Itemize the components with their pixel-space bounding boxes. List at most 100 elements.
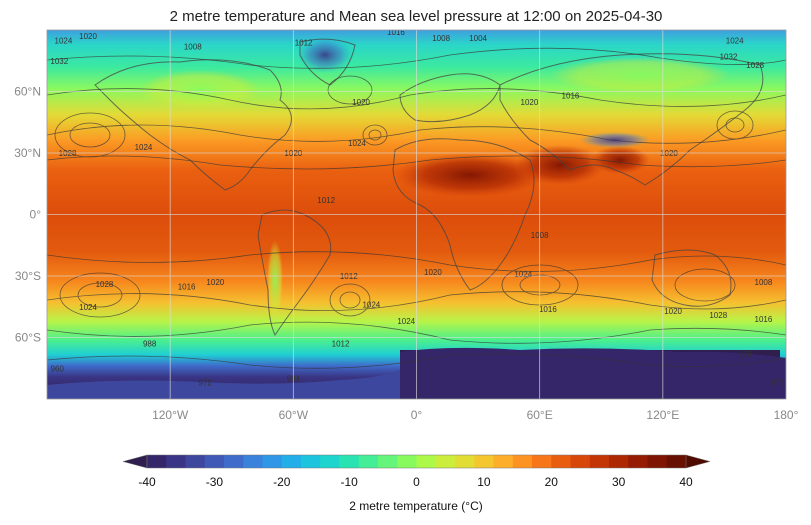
- isobar-label: 1024: [55, 36, 73, 45]
- isobar-label: 1016: [755, 315, 773, 324]
- antarctica-edge: [400, 347, 786, 399]
- colorbar-segment: [666, 455, 687, 468]
- longitude-tick-label: 60°E: [527, 408, 553, 422]
- colorbar-segment: [378, 455, 398, 468]
- colorbar-segment: [339, 455, 360, 468]
- colorbar-tick-label: -40: [138, 475, 156, 489]
- chart-title: 2 metre temperature and Mean sea level p…: [170, 8, 663, 25]
- colorbar-segment: [281, 455, 302, 468]
- isobar-label: 972: [771, 379, 785, 388]
- isobar-label: 1020: [206, 278, 224, 287]
- map-area: 1020 1024 1008 1012 1016 1008 1004 1024 1028 1032…: [47, 28, 786, 399]
- latitude-tick-label: 60°N: [14, 85, 41, 99]
- colorbar-tick-label: -30: [206, 475, 224, 489]
- colorbar-segment: [570, 455, 591, 468]
- colorbar-tick-label: 0: [413, 475, 420, 489]
- latitude-tick-label: 30°N: [14, 146, 41, 160]
- colorbar-segment: [301, 455, 321, 468]
- longitude-tick-labels: 120°W 60°W 0° 60°E 120°E 180°: [152, 408, 799, 422]
- greenland-coast: [299, 38, 356, 86]
- colorbar-segment: [609, 455, 629, 468]
- colorbar-segment: [262, 455, 283, 468]
- latitude-tick-label: 0°: [30, 208, 42, 222]
- colorbar-segment: [147, 455, 167, 468]
- colorbar-frame: [146, 454, 687, 469]
- isobar-label: 1024: [362, 301, 380, 310]
- isobar-label: 1016: [387, 28, 405, 37]
- colorbar-segment: [589, 455, 610, 468]
- isobar-label: 1016: [178, 282, 196, 291]
- colorbar-tick-label: 30: [612, 475, 626, 489]
- isobar-label: 1008: [432, 34, 450, 43]
- colorbar-segment: [224, 455, 244, 468]
- isobar-label: 988: [143, 340, 157, 349]
- isobar-label: 1032: [50, 57, 68, 66]
- longitude-tick-label: 60°W: [279, 408, 309, 422]
- isobar-label: 1028: [746, 61, 764, 70]
- sahara-hot-region: [395, 153, 545, 197]
- isobar-label: 1008: [184, 42, 202, 51]
- isobar-label: 1020: [424, 268, 442, 277]
- map-frame: [46, 29, 787, 400]
- longitude-tick-label: 120°E: [646, 408, 679, 422]
- siberia-cool-region: [550, 57, 730, 93]
- colorbar-tick-label: -20: [273, 475, 291, 489]
- colorbar-extend-min: [122, 454, 148, 469]
- isobar-label: 960: [51, 364, 65, 373]
- colorbar-segment: [628, 455, 648, 468]
- isobar-label: 1020: [664, 307, 682, 316]
- isobar-label: 1016: [539, 305, 557, 314]
- isobar-label: 976: [738, 350, 752, 359]
- isobar-label: 1020: [79, 32, 97, 41]
- colorbar-segment: [435, 455, 456, 468]
- colorbar-segment: [493, 455, 514, 468]
- isobar-label: 1032: [720, 53, 738, 62]
- colorbar-label: 2 metre temperature (°C): [349, 499, 483, 513]
- himalaya-cold-region: [580, 132, 650, 148]
- arabia-hot-region: [515, 145, 605, 185]
- isobar-label: 1028: [59, 149, 77, 158]
- isobar-label: 1004: [469, 34, 487, 43]
- graticule: [47, 30, 786, 399]
- colorbar-segment: [204, 455, 225, 468]
- isobar-label: 1020: [521, 98, 539, 107]
- australia-coast: [651, 249, 732, 307]
- colorbar-tick-label: 10: [477, 475, 491, 489]
- isobar-label: 1012: [340, 272, 358, 281]
- colorbar-segment: [416, 455, 437, 468]
- isobar-label: 1012: [295, 38, 313, 47]
- colorbar-segment: [320, 455, 340, 468]
- colorbar-tick-label: -10: [340, 475, 358, 489]
- isobar-label: 1008: [755, 278, 773, 287]
- isobar-label: 1028: [709, 311, 727, 320]
- isobar-label: 1024: [397, 317, 415, 326]
- africa-coast: [392, 138, 535, 291]
- colorbar: [122, 454, 711, 469]
- asia-coast: [499, 53, 764, 186]
- colorbar-segment: [166, 455, 186, 468]
- europe-coast: [399, 73, 501, 123]
- isobar-label: 1012: [332, 340, 350, 349]
- isobar-label: 1024: [348, 139, 366, 148]
- colorbar-tick-label: 20: [545, 475, 559, 489]
- south-america-coast: [257, 209, 332, 337]
- colorbar-tick-label: 40: [679, 475, 693, 489]
- colorbar-segment: [532, 455, 552, 468]
- colorbar-extend-max: [685, 454, 711, 469]
- colorbar-segment: [474, 455, 494, 468]
- isobar-label: 1028: [96, 280, 114, 289]
- colorbar-segment: [358, 455, 379, 468]
- colorbar-segment: [647, 455, 668, 468]
- isobar-label: 1020: [352, 98, 370, 107]
- isobar-label: 1020: [660, 149, 678, 158]
- isobar-label: 972: [198, 379, 212, 388]
- greenland-cold-region: [297, 37, 353, 73]
- colorbar-tick-labels: -40 -30 -20 -10 0 10 20 30 40: [138, 475, 693, 489]
- west-antarctica: [47, 370, 400, 399]
- andes-cool-region: [267, 240, 283, 320]
- colorbar-segment: [243, 455, 263, 468]
- isobar-label: 1024: [726, 36, 744, 45]
- isobar-label: 1024: [514, 270, 532, 279]
- isobar-label: 1024: [79, 303, 97, 312]
